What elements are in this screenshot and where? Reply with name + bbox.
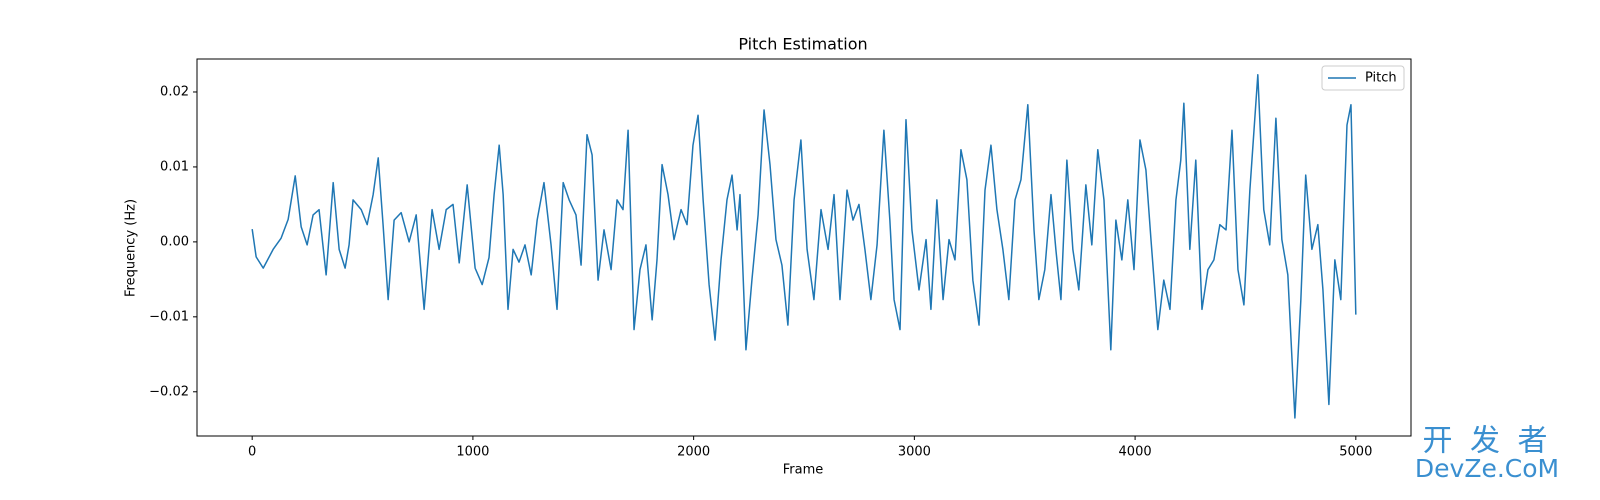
y-tick-label: −0.02	[149, 384, 189, 399]
y-tick-label: −0.01	[149, 309, 189, 324]
legend-box	[1321, 65, 1405, 91]
x-tick-label: 4000	[1119, 445, 1152, 460]
x-tick-label: 5000	[1339, 445, 1372, 460]
plot-frame	[196, 58, 1412, 437]
watermark: 开 发 者	[1422, 424, 1551, 459]
data-line	[251, 73, 1357, 419]
legend-label: Pitch	[1365, 71, 1397, 86]
x-tick-label: 2000	[677, 445, 710, 460]
chart-title: Pitch Estimation	[738, 35, 867, 54]
x-tick-label: 0	[248, 445, 256, 460]
y-tick-label: 0.02	[160, 84, 189, 99]
x-axis-label: Frame	[783, 463, 824, 478]
watermark: DevZe.CoM	[1415, 454, 1559, 483]
y-tick-label: 0.00	[160, 234, 189, 249]
x-tick-label: 1000	[456, 445, 489, 460]
x-tick-label: 3000	[898, 445, 931, 460]
y-tick-label: 0.01	[160, 159, 189, 174]
y-axis-label: Frequency (Hz)	[124, 199, 139, 297]
